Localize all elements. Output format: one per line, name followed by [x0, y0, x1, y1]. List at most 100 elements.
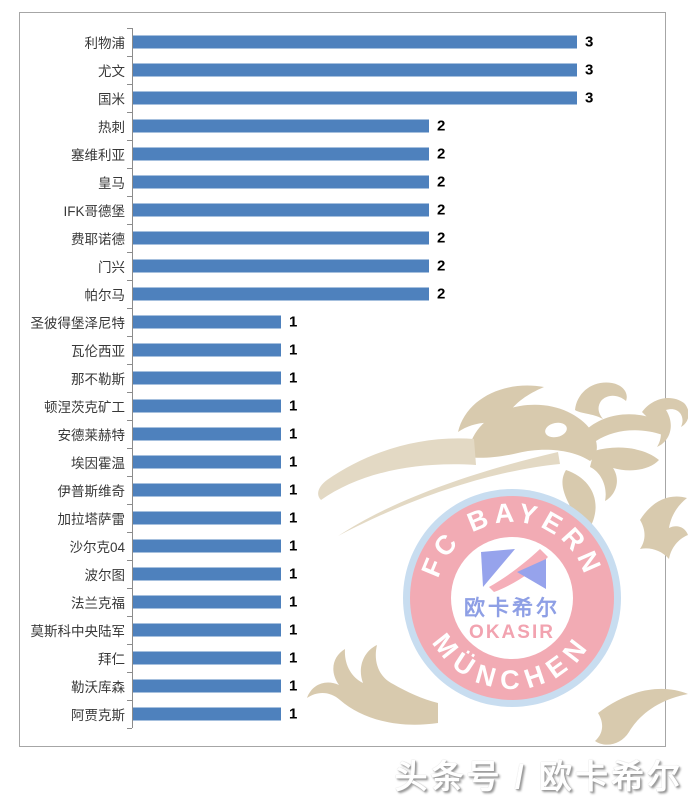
- bar-row: 尤文 3: [0, 56, 688, 84]
- bar: [133, 119, 429, 133]
- axis-tick: [127, 448, 132, 449]
- bar: [133, 63, 577, 77]
- bar-row: 阿贾克斯 1: [0, 700, 688, 728]
- category-label: 埃因霍温: [71, 456, 125, 471]
- category-label: 伊普斯维奇: [57, 484, 126, 499]
- bar: [133, 567, 281, 581]
- axis-tick: [127, 476, 132, 477]
- value-label: 1: [289, 425, 298, 443]
- value-label: 2: [437, 201, 446, 219]
- category-label: 波尔图: [84, 568, 126, 583]
- bar-row: IFK哥德堡 2: [0, 196, 688, 224]
- bar: [133, 679, 281, 693]
- axis-tick: [127, 308, 132, 309]
- value-label: 1: [289, 453, 298, 471]
- bar-row: 波尔图 1: [0, 560, 688, 588]
- category-label: 阿贾克斯: [71, 708, 125, 723]
- bar-row: 拜仁 1: [0, 644, 688, 672]
- bar: [133, 511, 281, 525]
- value-label: 1: [289, 565, 298, 583]
- bar-row: 皇马 2: [0, 168, 688, 196]
- value-label: 2: [437, 257, 446, 275]
- bar-row: 法兰克福 1: [0, 588, 688, 616]
- value-label: 1: [289, 649, 298, 667]
- bar-row: 利物浦 3: [0, 28, 688, 56]
- category-label: 尤文: [98, 64, 125, 79]
- axis-tick: [127, 196, 132, 197]
- value-label: 1: [289, 705, 298, 723]
- value-label: 1: [289, 677, 298, 695]
- value-label: 1: [289, 621, 298, 639]
- value-label: 3: [585, 89, 594, 107]
- value-label: 1: [289, 537, 298, 555]
- bar-row: 门兴 2: [0, 252, 688, 280]
- axis-tick: [127, 504, 132, 505]
- category-label: 利物浦: [84, 36, 126, 51]
- axis-tick: [127, 588, 132, 589]
- category-label: 瓦伦西亚: [71, 344, 125, 359]
- bar-row: 勒沃库森 1: [0, 672, 688, 700]
- axis-tick: [127, 420, 132, 421]
- axis-tick: [127, 392, 132, 393]
- axis-tick: [127, 616, 132, 617]
- axis-tick: [127, 56, 132, 57]
- value-label: 1: [289, 397, 298, 415]
- bar-row: 伊普斯维奇 1: [0, 476, 688, 504]
- bar: [133, 595, 281, 609]
- category-label: 莫斯科中央陆军: [30, 624, 126, 639]
- value-label: 1: [289, 369, 298, 387]
- axis-tick: [127, 28, 132, 29]
- bar: [133, 399, 281, 413]
- bar-row: 国米 3: [0, 84, 688, 112]
- value-label: 1: [289, 593, 298, 611]
- axis-tick: [127, 700, 132, 701]
- bar: [133, 315, 281, 329]
- value-label: 2: [437, 145, 446, 163]
- bar: [133, 427, 281, 441]
- category-label: 圣彼得堡泽尼特: [30, 316, 126, 331]
- category-label: 那不勒斯: [71, 372, 125, 387]
- bar-row: 安德莱赫特 1: [0, 420, 688, 448]
- bar-row: 顿涅茨克矿工 1: [0, 392, 688, 420]
- y-axis-line: [132, 28, 133, 728]
- category-label: IFK哥德堡: [63, 204, 125, 219]
- category-label: 安德莱赫特: [57, 428, 126, 443]
- value-label: 1: [289, 509, 298, 527]
- footer-watermark-text: 头条号 / 欧卡希尔: [394, 758, 683, 795]
- category-label: 加拉塔萨雷: [57, 512, 126, 527]
- bar: [133, 287, 429, 301]
- bar-row: 莫斯科中央陆军 1: [0, 616, 688, 644]
- axis-tick: [127, 168, 132, 169]
- value-label: 3: [585, 61, 594, 79]
- category-label: 皇马: [98, 176, 125, 191]
- axis-tick: [127, 644, 132, 645]
- axis-tick: [127, 140, 132, 141]
- bar: [133, 231, 429, 245]
- category-label: 热刺: [98, 120, 125, 135]
- bar-row: 热刺 2: [0, 112, 688, 140]
- value-label: 2: [437, 285, 446, 303]
- value-label: 1: [289, 341, 298, 359]
- value-label: 2: [437, 173, 446, 191]
- bar-row: 圣彼得堡泽尼特 1: [0, 308, 688, 336]
- bar: [133, 623, 281, 637]
- axis-tick: [127, 728, 132, 729]
- bar: [133, 455, 281, 469]
- bar-row: 塞维利亚 2: [0, 140, 688, 168]
- bar: [133, 175, 429, 189]
- bar: [133, 483, 281, 497]
- value-label: 2: [437, 229, 446, 247]
- category-label: 费耶诺德: [71, 232, 125, 247]
- value-label: 3: [585, 33, 594, 51]
- bar: [133, 539, 281, 553]
- axis-tick: [127, 336, 132, 337]
- bar-row: 瓦伦西亚 1: [0, 336, 688, 364]
- category-label: 法兰克福: [71, 596, 125, 611]
- value-label: 1: [289, 481, 298, 499]
- category-label: 塞维利亚: [71, 148, 125, 163]
- bar-row: 费耶诺德 2: [0, 224, 688, 252]
- bar: [133, 651, 281, 665]
- bar: [133, 371, 281, 385]
